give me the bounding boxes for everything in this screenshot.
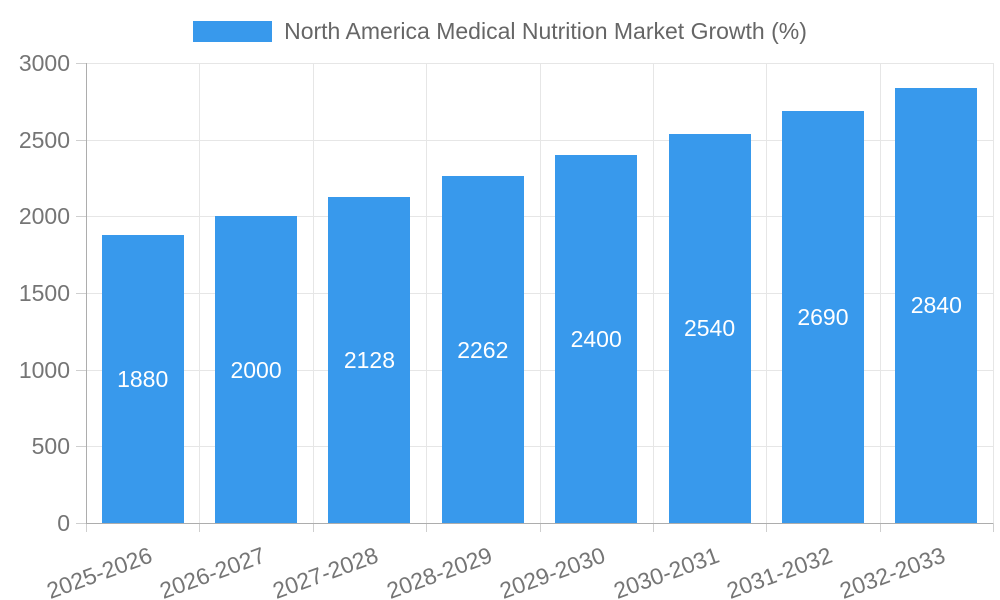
y-tick-mark [76, 63, 86, 64]
x-tick-mark [539, 523, 541, 532]
x-tick-mark [652, 523, 654, 532]
x-axis-tick-label: 2028-2029 [383, 541, 496, 600]
y-tick-mark [76, 139, 86, 141]
x-tick-mark [766, 523, 768, 532]
bar-value-label: 1880 [117, 365, 169, 392]
y-axis-tick-label: 0 [57, 510, 70, 536]
x-axis-tick-label: 2029-2030 [496, 541, 609, 600]
x-axis-tick-label: 2027-2028 [269, 541, 382, 600]
y-tick-mark [76, 293, 86, 294]
bar-value-label: 2400 [570, 326, 622, 352]
bar[interactable] [215, 216, 298, 523]
y-axis-tick-label: 1000 [18, 356, 70, 383]
legend-label: North America Medical Nutrition Market G… [284, 18, 807, 44]
bar-value-label: 2262 [457, 336, 509, 363]
x-gridline [766, 63, 768, 523]
bar[interactable] [555, 155, 638, 523]
bar-value-label: 2840 [910, 292, 962, 319]
bar[interactable] [101, 234, 184, 523]
y-tick-mark [76, 446, 86, 448]
bar[interactable] [441, 176, 524, 523]
x-gridline [993, 63, 994, 523]
x-axis-line [86, 523, 993, 524]
bar-value-label: 2128 [343, 346, 396, 373]
bar-value-label: 2000 [230, 356, 282, 383]
x-gridline [879, 63, 881, 523]
bar-value-label: 2690 [797, 303, 849, 330]
x-gridline [312, 63, 314, 523]
y-axis-tick-label: 2000 [18, 203, 70, 230]
y-axis-tick-label: 2500 [18, 126, 70, 153]
y-axis-line [86, 63, 87, 523]
x-tick-mark [993, 523, 994, 532]
chart-legend[interactable]: North America Medical Nutrition Market G… [0, 18, 1000, 45]
x-tick-mark [879, 523, 881, 532]
x-tick-mark [426, 523, 428, 532]
x-gridline [652, 63, 654, 523]
x-axis-tick-label: 2025-2026 [42, 541, 156, 600]
bar[interactable] [781, 110, 864, 523]
y-tick-mark [76, 369, 86, 371]
bar[interactable] [895, 87, 978, 523]
x-axis-tick-label: 2031-2032 [723, 541, 836, 600]
x-axis-tick-label: 2030-2031 [609, 541, 723, 600]
y-axis-tick-label: 500 [31, 433, 70, 460]
bar-value-label: 2540 [683, 315, 736, 342]
x-axis-tick-label: 2026-2027 [156, 541, 269, 600]
y-tick-mark [76, 523, 86, 524]
x-tick-mark [312, 523, 314, 532]
x-tick-mark [199, 523, 201, 532]
x-gridline [199, 63, 201, 523]
x-gridline [539, 63, 541, 523]
bar[interactable] [328, 196, 411, 523]
bar[interactable] [668, 133, 751, 523]
x-gridline [426, 63, 428, 523]
y-tick-mark [76, 216, 86, 218]
legend-swatch [193, 21, 273, 42]
y-axis-tick-label: 1500 [18, 280, 70, 306]
x-tick-mark [86, 523, 87, 532]
y-axis-tick-label: 3000 [18, 50, 70, 76]
x-axis-tick-label: 2032-2033 [836, 541, 949, 600]
